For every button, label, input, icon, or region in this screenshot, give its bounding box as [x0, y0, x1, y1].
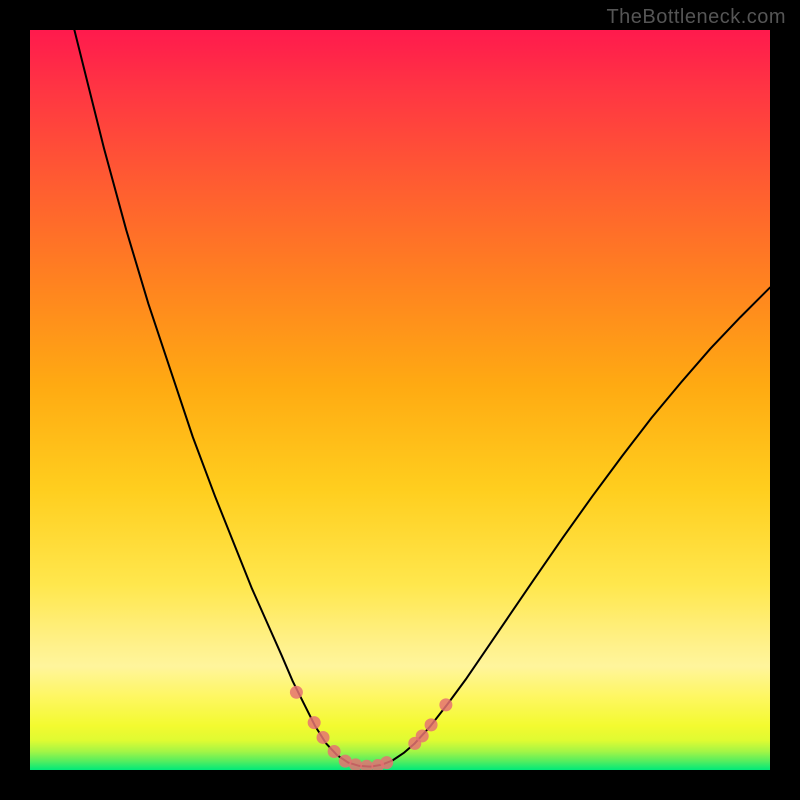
marker-dot: [339, 755, 352, 768]
chart-plot-area: [30, 30, 770, 770]
marker-dot: [371, 759, 384, 770]
marker-dot: [416, 729, 429, 742]
watermark-text: TheBottleneck.com: [606, 6, 786, 29]
marker-dot: [290, 686, 303, 699]
marker-dot: [439, 698, 452, 711]
marker-dot: [349, 758, 362, 770]
marker-dot: [308, 716, 321, 729]
chart-svg-overlay: [30, 30, 770, 770]
marker-dot: [408, 737, 421, 750]
marker-dot: [380, 756, 393, 769]
marker-dot: [317, 731, 330, 744]
marker-dot: [328, 745, 341, 758]
marker-dot: [360, 760, 373, 770]
bottleneck-curve: [74, 30, 770, 767]
bottleneck-markers: [290, 686, 452, 770]
marker-dot: [425, 718, 438, 731]
